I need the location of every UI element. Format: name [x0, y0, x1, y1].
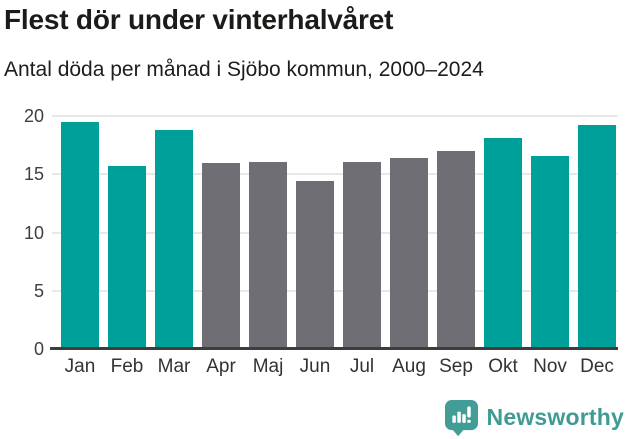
y-tick-5: 5 — [33, 280, 44, 301]
bar-jun — [296, 181, 334, 348]
chart-title: Flest dör under vinterhalvåret — [4, 4, 394, 35]
gridline-15 — [52, 173, 618, 176]
x-tick-jul: Jul — [349, 356, 375, 377]
x-tick-feb: Feb — [110, 356, 144, 377]
bar-feb — [108, 166, 146, 348]
brand-name: Newsworthy — [486, 404, 624, 430]
bar-okt — [484, 138, 522, 348]
bar-sep — [437, 151, 475, 348]
x-axis: Jan Feb Mar Apr Maj Jun Jul Aug Sep Okt Nov Dec — [52, 356, 618, 384]
x-tick-nov: Nov — [533, 356, 567, 377]
bar-aug — [390, 158, 428, 348]
x-tick-dec: Dec — [580, 356, 614, 377]
x-tick-apr: Apr — [206, 356, 236, 377]
bar-mar — [155, 130, 193, 348]
y-axis: 0 5 10 15 20 — [0, 106, 44, 359]
y-tick-15: 15 — [23, 164, 44, 185]
footer-brand: Newsworthy — [444, 399, 624, 436]
bar-dec — [578, 125, 616, 348]
bar-nov — [531, 156, 569, 348]
plot-area — [50, 115, 618, 350]
newsworthy-logo-icon — [444, 399, 479, 436]
chart-subtitle: Antal döda per månad i Sjöbo kommun, 200… — [4, 58, 484, 81]
gridline-5 — [52, 289, 618, 292]
x-axis-line — [50, 347, 618, 350]
x-tick-okt: Okt — [488, 356, 518, 377]
bar-apr — [202, 163, 240, 348]
x-tick-maj: Maj — [252, 356, 284, 377]
bar-jan — [61, 122, 99, 348]
x-tick-mar: Mar — [157, 356, 191, 377]
gridline-20 — [52, 115, 618, 117]
bar-maj — [249, 162, 287, 348]
y-tick-0: 0 — [33, 339, 44, 359]
x-tick-sep: Sep — [439, 356, 473, 377]
x-tick-jun: Jun — [299, 356, 331, 377]
x-tick-aug: Aug — [392, 356, 426, 377]
y-tick-10: 10 — [23, 222, 44, 243]
x-tick-jan: Jan — [64, 356, 96, 377]
gridline-10 — [52, 231, 618, 234]
bar-jul — [343, 162, 381, 348]
y-tick-20: 20 — [23, 106, 44, 126]
